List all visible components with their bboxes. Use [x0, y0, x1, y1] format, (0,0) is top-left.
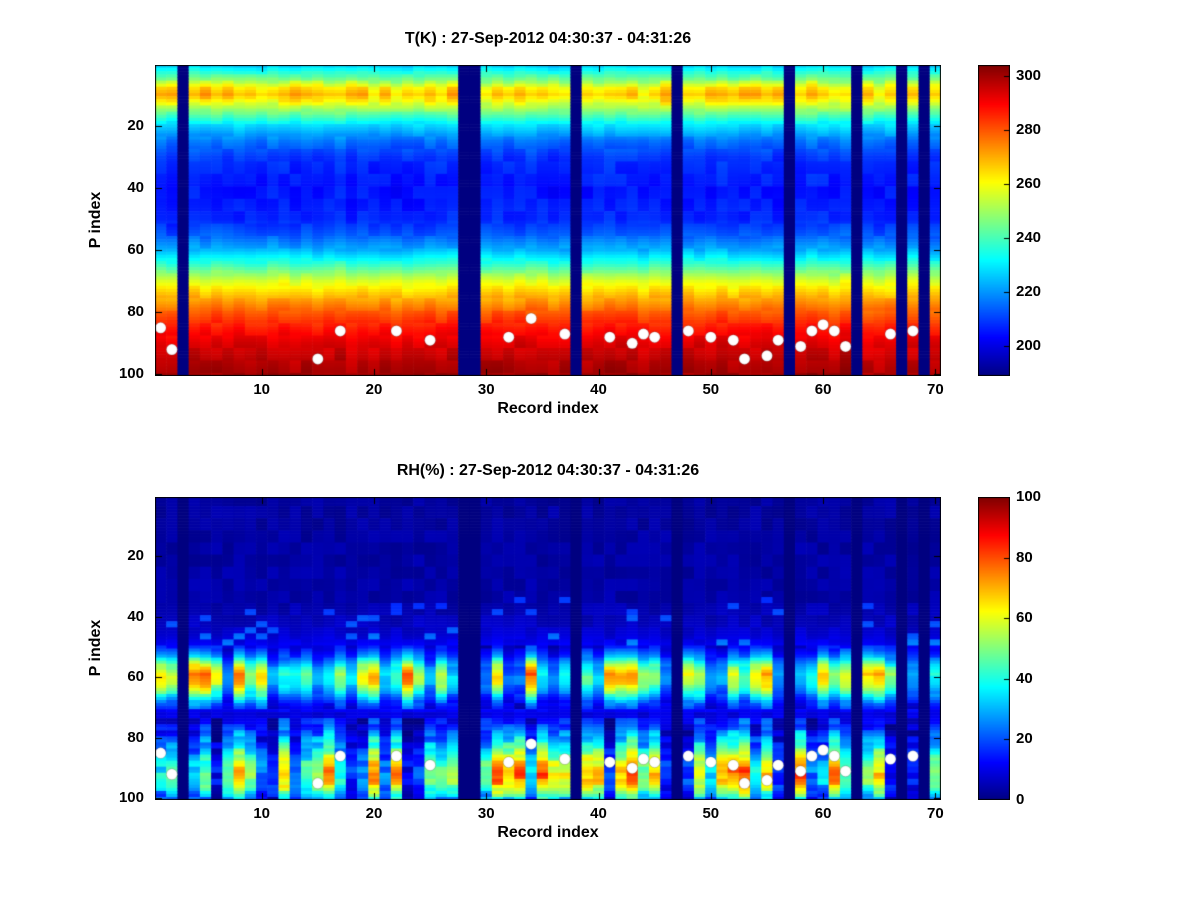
y-tick-label: 20: [127, 547, 144, 565]
colorbar-tick-label: 20: [1016, 730, 1033, 748]
colorbar-tick-label: 300: [1016, 66, 1042, 84]
y-tick-label: 60: [127, 241, 144, 259]
y-tick-label: 80: [127, 303, 144, 321]
x-tick-label: 10: [253, 381, 270, 398]
y-tick-label: 60: [127, 668, 144, 686]
x-tick-label: 20: [365, 381, 383, 398]
colorbar-tick-label: 60: [1016, 609, 1033, 627]
x-tick-label: 60: [814, 805, 832, 822]
x-tick-label: 30: [477, 381, 495, 398]
temperature-plot-title: T(K) : 27-Sep-2012 04:30:37 - 04:31:26: [404, 30, 692, 47]
x-tick-label: 50: [702, 381, 720, 398]
y-tick-label: 100: [118, 365, 144, 383]
temperature-colorbar: [978, 65, 1010, 376]
colorbar-tick-label: 200: [1016, 337, 1042, 355]
y-tick-label: 20: [127, 116, 144, 134]
x-tick-label: 70: [927, 805, 944, 822]
humidity-plot-title: RH(%) : 27-Sep-2012 04:30:37 - 04:31:26: [396, 462, 700, 479]
colorbar-tick-label: 280: [1016, 120, 1042, 138]
x-tick-label: 30: [477, 805, 495, 822]
colorbar-tick-label: 40: [1016, 669, 1033, 687]
temperature-heatmap: [155, 65, 941, 376]
y-tick-label: 40: [127, 607, 144, 625]
colorbar-tick-label: 260: [1016, 174, 1042, 192]
humidity-heatmap: [155, 497, 941, 800]
colorbar-tick-label: 220: [1016, 283, 1042, 301]
colorbar-tick-label: 0: [1016, 791, 1025, 808]
temperature-x-axis-label: Record index: [497, 400, 599, 417]
x-tick-label: 70: [927, 381, 944, 398]
colorbar-tick-label: 100: [1016, 488, 1042, 505]
y-tick-label: 100: [118, 789, 144, 807]
humidity-x-axis-label: Record index: [497, 824, 599, 841]
x-tick-label: 10: [253, 805, 270, 822]
x-tick-label: 50: [702, 805, 720, 822]
colorbar-tick-label: 240: [1016, 229, 1042, 247]
x-tick-label: 40: [590, 805, 607, 822]
humidity-colorbar: [978, 497, 1010, 800]
x-tick-label: 60: [814, 381, 832, 398]
y-tick-label: 40: [127, 178, 144, 196]
x-tick-label: 40: [590, 381, 607, 398]
x-tick-label: 20: [365, 805, 383, 822]
colorbar-tick-label: 80: [1016, 548, 1033, 566]
y-tick-label: 80: [127, 728, 144, 746]
